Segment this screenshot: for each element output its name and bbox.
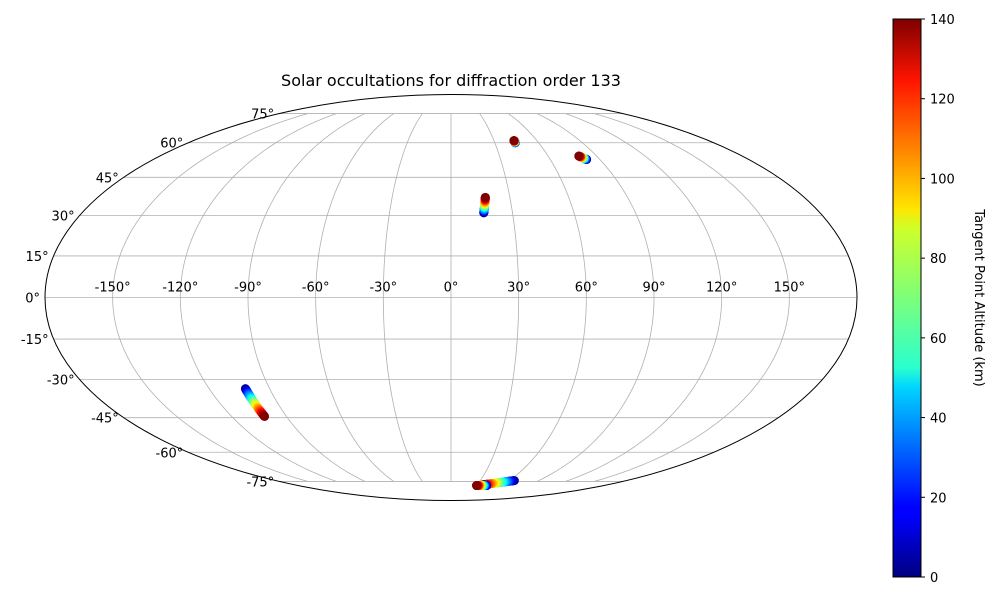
latitude-tick-label: 75° [251, 108, 274, 123]
longitude-tick-label: 0° [444, 281, 459, 296]
longitude-tick-label: -60° [302, 281, 330, 296]
occultation-point [574, 151, 584, 161]
latitude-tick-label: 15° [26, 250, 49, 265]
colorbar-tick-label: 120 [930, 93, 955, 108]
map-boundary [44, 94, 858, 501]
meridian-line [382, 113, 423, 482]
colorbar-label: Tangent Point Altitude (km) [971, 208, 986, 386]
meridian-line [315, 113, 394, 482]
meridian-line [112, 113, 308, 482]
chart-title: Solar occultations for diffraction order… [281, 71, 621, 90]
meridian-line [565, 113, 723, 482]
colorbar-tick-label: 140 [930, 13, 955, 28]
longitude-tick-label: 60° [575, 281, 598, 296]
latitude-tick-labels: -75° -60° -45° -30° -15° 0° 15° 30° 45° 60° 75° [21, 108, 274, 491]
meridian-line [594, 113, 790, 482]
longitude-tick-labels: -150° -120° -90° -60° -30° 0° 30° 60° 90° 120° 150… [95, 281, 805, 296]
occultation-point [480, 192, 490, 202]
occultation-point [509, 136, 519, 146]
colorbar: 0 20 40 60 80 100 120 140 Tangent Point Altitud… [892, 13, 986, 586]
colorbar-tick-label: 0 [930, 571, 938, 586]
colorbar-tick-label: 80 [930, 252, 947, 267]
occultation-point [260, 411, 270, 421]
colorbar-tick-label: 60 [930, 332, 947, 347]
latitude-tick-label: -45° [91, 412, 119, 427]
longitude-tick-label: -30° [369, 281, 397, 296]
latitude-tick-label: -60° [156, 446, 184, 461]
colorbar-gradient [892, 18, 922, 578]
colorbar-tick-label: 20 [930, 491, 947, 506]
colorbar-tick-label: 100 [930, 172, 955, 187]
latitude-tick-label: -30° [47, 374, 75, 389]
longitude-tick-label: -120° [162, 281, 198, 296]
colorbar-ticks: 0 20 40 60 80 100 120 140 [921, 13, 955, 586]
colorbar-tick-label: 40 [930, 412, 947, 427]
latitude-tick-label: 45° [96, 171, 119, 186]
occultation-points [240, 136, 592, 491]
latitude-tick-label: 30° [52, 209, 75, 224]
occultation-point [471, 481, 481, 491]
meridian-line [179, 113, 337, 482]
meridian-line [479, 113, 520, 482]
meridian-line [247, 113, 366, 482]
meridian-line [508, 113, 587, 482]
latitude-tick-label: 0° [25, 292, 40, 307]
longitude-tick-label: -90° [234, 281, 262, 296]
latitude-tick-label: 60° [160, 137, 183, 152]
meridian-line [536, 113, 655, 482]
longitude-tick-label: 90° [642, 281, 665, 296]
longitude-tick-label: -150° [95, 281, 131, 296]
graticule [45, 113, 857, 482]
longitude-tick-label: 120° [706, 281, 737, 296]
latitude-tick-label: -15° [21, 333, 49, 348]
latitude-tick-label: -75° [246, 475, 274, 490]
longitude-tick-label: 30° [507, 281, 530, 296]
longitude-tick-label: 150° [774, 281, 805, 296]
